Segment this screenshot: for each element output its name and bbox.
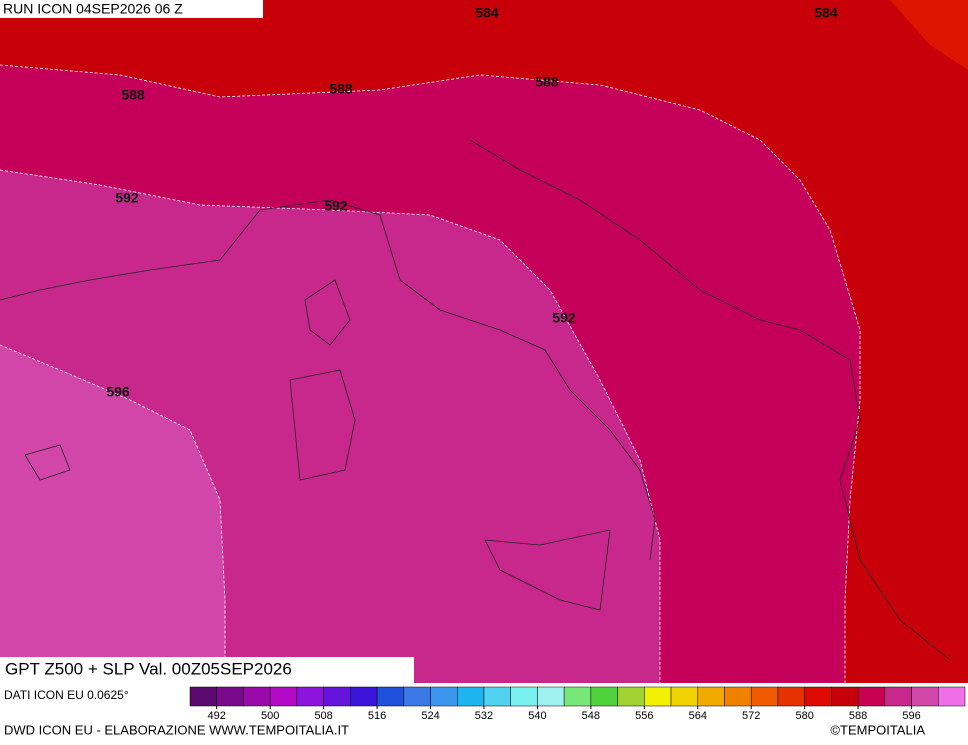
colorbar-swatch (537, 686, 565, 707)
contour-label: 592 (324, 198, 348, 214)
colorbar-swatch (403, 686, 431, 707)
colorbar-tick-label: 572 (742, 710, 760, 722)
colorbar-swatch (777, 686, 805, 707)
colorbar-swatch (269, 686, 298, 707)
contour-label: 584 (475, 5, 499, 21)
colorbar-tick-label: 532 (475, 710, 493, 722)
contour-label: 588 (535, 74, 559, 90)
colorbar-tick-label: 588 (849, 710, 867, 722)
coastline (469, 139, 951, 661)
colorbar-tick-label: 580 (795, 710, 813, 722)
colorbar-tick-label: 500 (261, 710, 279, 722)
colorbar-swatch (724, 686, 752, 707)
colorbar-swatch (510, 686, 538, 707)
title-box (0, 657, 414, 683)
zone-580 (890, 0, 968, 70)
colorbar-swatch (350, 686, 378, 707)
data-source: DATI ICON EU 0.0625° (4, 688, 129, 702)
colorbar-tick-label: 508 (314, 710, 332, 722)
contour-label: 592 (115, 190, 139, 206)
colorbar-tick-label: 556 (635, 710, 653, 722)
colorbar-tick-label: 540 (528, 710, 546, 722)
colorbar-swatch (376, 686, 405, 707)
map-title: GPT Z500 + SLP Val. 00Z05SEP2026 (5, 659, 292, 678)
contour-label: 596 (106, 384, 130, 400)
colorbar-swatch (296, 686, 324, 707)
contour-label: 584 (814, 5, 838, 21)
colorbar-swatch (831, 686, 859, 707)
island (24, 444, 71, 481)
colorbar-swatch (697, 686, 725, 707)
colorbar-swatch (804, 686, 832, 707)
colorbar-swatch (456, 686, 485, 707)
colorbar-swatch (590, 686, 618, 707)
colorbar-swatch (884, 686, 912, 707)
colorbar-swatch (750, 686, 779, 707)
copyright: ©TEMPOITALIA (830, 722, 925, 737)
colorbar-tick-label: 564 (689, 710, 707, 722)
colorbar-swatch (911, 686, 939, 707)
colorbar-swatch (483, 686, 511, 707)
island (304, 279, 351, 346)
colorbar-swatch (243, 686, 271, 707)
colorbar-tick-label: 524 (421, 710, 439, 722)
colorbar-swatch (857, 686, 886, 707)
island (289, 369, 356, 481)
coastline (0, 199, 656, 561)
colorbar-swatch (430, 686, 458, 707)
contour-label: 588 (329, 81, 353, 97)
colorbar-swatch (323, 686, 351, 707)
colorbar-swatch (938, 686, 966, 707)
run-label: RUN ICON 04SEP2026 06 Z (3, 1, 183, 17)
colorbar-swatch (189, 686, 217, 707)
credit: DWD ICON EU - ELABORAZIONE WWW.TEMPOITAL… (4, 722, 349, 737)
colorbar-tick-label: 492 (208, 710, 226, 722)
isoline (0, 64, 861, 683)
isoline (0, 169, 661, 683)
zone-596 (0, 345, 225, 683)
colorbar-tick-label: 548 (582, 710, 600, 722)
header-box (0, 0, 263, 18)
colorbar-swatch (644, 686, 672, 707)
colorbar-swatch (670, 686, 699, 707)
colorbar-tick-label: 516 (368, 710, 386, 722)
island (484, 529, 611, 611)
isoline (0, 344, 226, 683)
colorbar-tick-label: 596 (902, 710, 920, 722)
contour-label: 592 (552, 310, 576, 326)
colorbar-swatch (617, 686, 645, 707)
colorbar-swatch (563, 686, 592, 707)
contour-label: 588 (121, 87, 145, 103)
colorbar-swatch (216, 686, 244, 707)
